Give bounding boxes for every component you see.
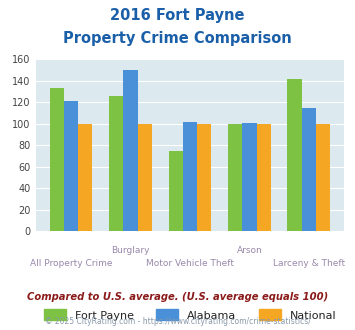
Bar	[109, 96, 123, 231]
Text: Motor Vehicle Theft: Motor Vehicle Theft	[146, 259, 234, 268]
Bar	[123, 70, 138, 231]
Bar	[197, 124, 211, 231]
Text: All Property Crime: All Property Crime	[30, 259, 112, 268]
Text: Larceny & Theft: Larceny & Theft	[273, 259, 345, 268]
Bar	[169, 150, 183, 231]
Text: Compared to U.S. average. (U.S. average equals 100): Compared to U.S. average. (U.S. average …	[27, 292, 328, 302]
Text: 2016 Fort Payne: 2016 Fort Payne	[110, 8, 245, 23]
Bar	[257, 124, 271, 231]
Text: Property Crime Comparison: Property Crime Comparison	[63, 31, 292, 46]
Bar	[78, 124, 92, 231]
Bar	[302, 108, 316, 231]
Bar	[50, 88, 64, 231]
Bar	[228, 124, 242, 231]
Legend: Fort Payne, Alabama, National: Fort Payne, Alabama, National	[39, 305, 341, 325]
Bar	[242, 123, 257, 231]
Text: Arson: Arson	[236, 246, 262, 255]
Bar	[138, 124, 152, 231]
Text: © 2025 CityRating.com - https://www.cityrating.com/crime-statistics/: © 2025 CityRating.com - https://www.city…	[45, 317, 310, 326]
Bar	[64, 101, 78, 231]
Bar	[288, 79, 302, 231]
Bar	[183, 121, 197, 231]
Bar	[316, 124, 330, 231]
Text: Burglary: Burglary	[111, 246, 150, 255]
